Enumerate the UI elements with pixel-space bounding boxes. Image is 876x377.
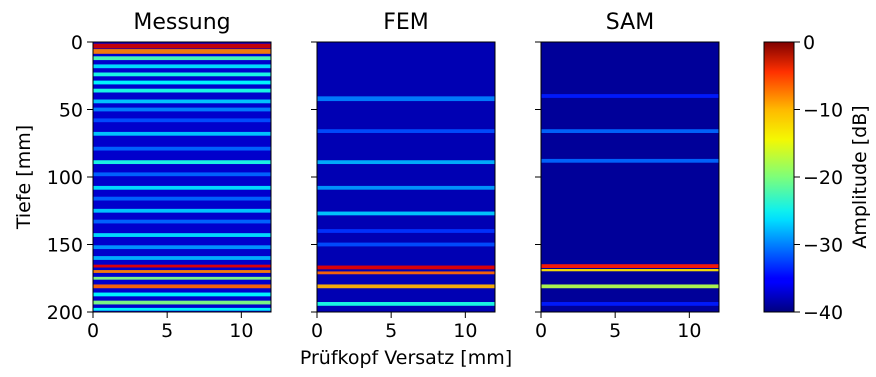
heatmap-band — [317, 96, 495, 102]
heatmap-band — [317, 211, 495, 216]
heatmap-band — [93, 264, 271, 268]
colorbar-tick-label: −30 — [803, 235, 843, 257]
heatmap-background — [541, 42, 719, 312]
heatmap-band — [93, 118, 271, 123]
heatmap-band — [93, 292, 271, 297]
heatmap-band — [93, 245, 271, 250]
heatmap-band — [541, 269, 719, 272]
heatmap-band — [317, 229, 495, 233]
heatmap-band — [317, 185, 495, 190]
heatmap-band — [93, 99, 271, 104]
heatmap-band — [541, 302, 719, 306]
heatmap-band — [93, 256, 271, 260]
x-tick-label: 10 — [229, 320, 253, 342]
heatmap-band — [93, 300, 271, 305]
heatmap-band — [93, 80, 271, 85]
heatmap-band — [93, 196, 271, 201]
y-tick-label: 200 — [47, 302, 83, 324]
x-tick-label: 0 — [535, 320, 547, 342]
heatmap-band — [93, 172, 271, 177]
axis-ticks-sam: 0 5 10 — [535, 41, 701, 342]
colorbar-label: Amplitude [dB] — [849, 105, 871, 248]
heatmap-band — [317, 129, 495, 133]
heatmap-band — [317, 302, 495, 306]
heatmap-band — [317, 284, 495, 289]
heatmap-band — [317, 271, 495, 275]
heatmap-band — [541, 284, 719, 289]
x-tick-label: 5 — [385, 320, 397, 342]
colorbar: 0 −10 −20 −30 −40 Amplitude [dB] — [763, 32, 871, 324]
colorbar-ticks: 0 −10 −20 −30 −40 — [794, 32, 843, 324]
colorbar-tick-label: −10 — [803, 100, 843, 122]
heatmap-band — [93, 160, 271, 165]
panel-title-sam: SAM — [606, 10, 654, 35]
heatmap-band — [317, 242, 495, 247]
x-tick-label: 5 — [161, 320, 173, 342]
y-axis-label: Tiefe [mm] — [13, 125, 35, 230]
x-tick-label: 10 — [453, 320, 477, 342]
heatmap-bands-sam — [541, 42, 719, 312]
heatmap-band — [541, 264, 719, 268]
heatmap-bands-fem — [317, 42, 495, 312]
heatmap-band — [541, 94, 719, 98]
heatmap-band — [93, 88, 271, 93]
heatmap-band — [93, 107, 271, 112]
heatmap-band — [93, 208, 271, 213]
panel-sam: SAM 0 5 10 — [535, 10, 720, 342]
heatmap-band — [93, 64, 271, 69]
x-tick-label: 5 — [609, 320, 621, 342]
heatmap-band — [93, 56, 271, 61]
heatmap-band — [541, 158, 719, 163]
colorbar-tick-label: −20 — [803, 167, 843, 189]
x-tick-label: 10 — [677, 320, 701, 342]
heatmap-band — [93, 131, 271, 136]
heatmap-band — [93, 307, 271, 311]
y-tick-label: 100 — [47, 167, 83, 189]
y-tick-label: 50 — [59, 100, 83, 122]
x-axis-label: Prüfkopf Versatz [mm] — [300, 347, 512, 369]
heatmap-band — [317, 265, 495, 270]
heatmap-band — [541, 129, 719, 133]
heatmap-band — [93, 219, 271, 224]
heatmap-band — [93, 185, 271, 190]
heatmap-band — [93, 72, 271, 77]
heatmap-bands-messung — [93, 42, 271, 312]
axis-ticks-fem: 0 5 10 — [311, 41, 477, 342]
heatmap-band — [93, 284, 271, 289]
heatmap-band — [93, 233, 271, 237]
y-tick-label: 150 — [47, 235, 83, 257]
heatmap-band — [317, 160, 495, 165]
x-tick-label: 0 — [87, 320, 99, 342]
y-tick-label: 0 — [71, 32, 83, 54]
colorbar-tick-label: 0 — [803, 32, 815, 54]
heatmap-band — [93, 49, 271, 54]
heatmap-band — [93, 146, 271, 151]
x-tick-label: 0 — [311, 320, 323, 342]
colorbar-gradient — [763, 41, 795, 313]
heatmap-band — [93, 43, 271, 49]
panel-fem: FEM 0 5 10 — [311, 10, 496, 342]
panel-title-messung: Messung — [133, 10, 230, 35]
panel-title-fem: FEM — [383, 10, 429, 35]
heatmap-band — [93, 270, 271, 273]
colorbar-tick-label: −40 — [803, 302, 843, 324]
heatmap-band — [93, 276, 271, 280]
